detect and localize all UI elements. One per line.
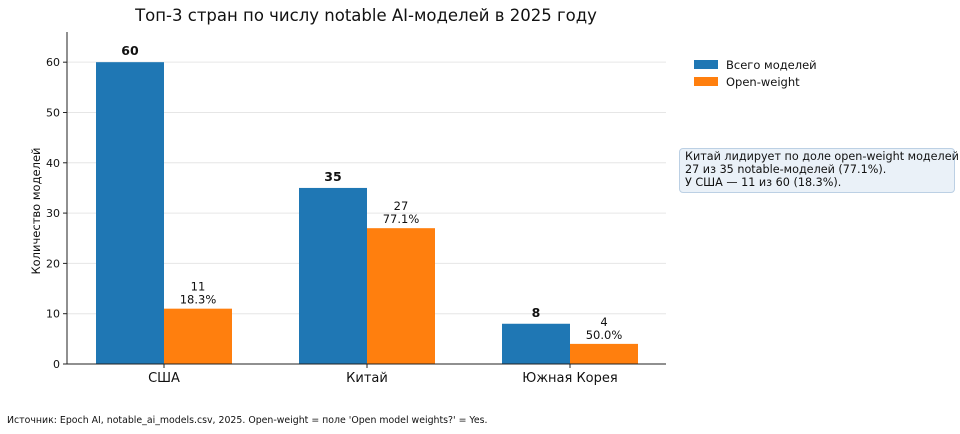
- bar-open-weight-share: 77.1%: [383, 212, 420, 226]
- x-tick-label: Китай: [346, 371, 388, 386]
- bar-total-label: 60: [121, 43, 139, 58]
- bar-open-weight: [570, 343, 638, 364]
- bar-open-weight: [367, 228, 435, 364]
- bar-open-weight-label: 27: [394, 199, 409, 213]
- y-tick-label: 40: [46, 157, 60, 170]
- legend-swatch: [694, 77, 718, 86]
- bar-open-weight-label: 4: [600, 315, 607, 329]
- legend-label: Всего моделей: [726, 58, 817, 72]
- bar-total-label: 8: [532, 305, 541, 320]
- bar-open-weight-label: 11: [191, 280, 206, 294]
- legend-label: Open-weight: [726, 75, 800, 89]
- y-ticks: 0 10 20 30 40 50 60: [46, 56, 67, 371]
- annotation-line-3: У США — 11 из 60 (18.3%).: [685, 175, 842, 189]
- y-tick-label: 20: [46, 257, 60, 270]
- bar-total-label: 35: [324, 169, 341, 184]
- bar-open-weight: [164, 308, 232, 364]
- annotation-box: Китай лидирует по доле open-weight модел…: [679, 148, 960, 194]
- bar-total: [96, 62, 164, 364]
- legend: Всего моделей Open-weight: [694, 58, 817, 89]
- y-tick-label: 0: [53, 358, 60, 371]
- source-note: Источник: Epoch AI, notable_ai_models.cs…: [7, 415, 488, 426]
- bar-open-weight-share: 18.3%: [180, 293, 217, 307]
- bars: [96, 62, 638, 364]
- chart-title: Топ-3 стран по числу notable AI-моделей …: [134, 6, 597, 25]
- bar-open-weight-share: 50.0%: [586, 328, 623, 342]
- y-tick-label: 10: [46, 308, 60, 321]
- y-tick-label: 60: [46, 56, 60, 69]
- bar-total: [299, 187, 367, 364]
- bar-total: [502, 323, 570, 364]
- y-axis-label: Количество моделей: [29, 147, 43, 274]
- x-tick-label: Южная Корея: [522, 371, 617, 386]
- x-ticks: США Китай Южная Корея: [148, 364, 618, 386]
- y-tick-label: 30: [46, 207, 60, 220]
- legend-swatch: [694, 60, 718, 69]
- y-tick-label: 50: [46, 106, 60, 119]
- x-tick-label: США: [148, 371, 180, 386]
- annotation-line-2: 27 из 35 notable-моделей (77.1%).: [685, 162, 887, 176]
- annotation-line-1: Китай лидирует по доле open-weight модел…: [685, 150, 960, 163]
